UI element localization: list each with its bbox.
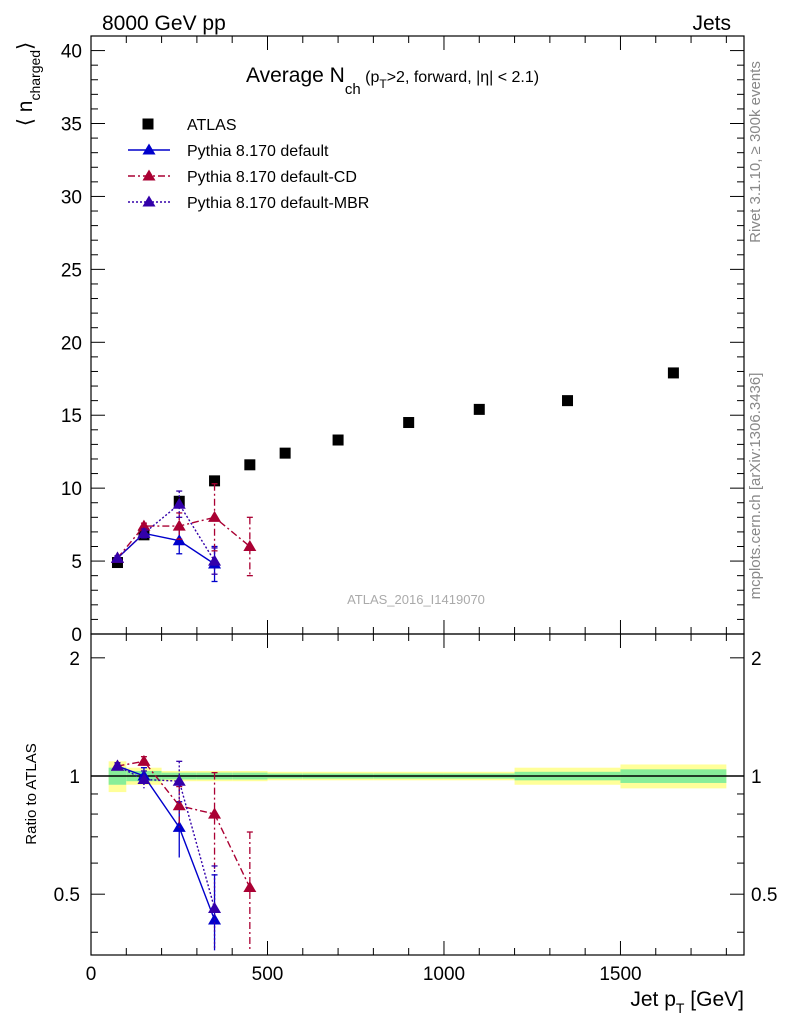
atlas-data-point [332, 434, 344, 446]
ratio-y-tick-label-right: 1 [751, 767, 762, 788]
ratio-y-tick-label: 2 [69, 649, 80, 670]
ratio-y-tick-label: 1 [69, 767, 80, 788]
x-tick-label: 1000 [423, 964, 465, 985]
atlas-data-point [473, 403, 485, 415]
y-tick-label: 35 [61, 115, 82, 136]
plot-title-rest-sub: T [379, 77, 387, 91]
legend-marker-atlas [142, 118, 154, 130]
ratio-y-tick-label-right: 0.5 [751, 885, 777, 906]
plot-title-sub: ch [345, 81, 361, 98]
analysis-watermark: ATLAS_2016_I1419070 [347, 592, 485, 607]
mcplots-reference-label: mcplots.cern.ch [arXiv:1306.3436] [747, 373, 764, 600]
series-point [172, 519, 186, 531]
rivet-version-label: Rivet 3.1.10, ≥ 300k events [747, 61, 764, 243]
header-process-label: Jets [692, 12, 731, 35]
x-tick-label: 0 [86, 964, 97, 985]
x-tick-label: 1500 [599, 964, 641, 985]
series-point [208, 510, 222, 522]
ratio-point [208, 807, 222, 819]
legend-marker [142, 169, 156, 181]
y-tick-label: 15 [61, 406, 82, 427]
y-tick-label: 25 [61, 260, 82, 281]
plot-title-main: Average N [246, 64, 345, 87]
series-point [172, 497, 186, 509]
series-line-2 [116, 516, 251, 559]
ratio-point [243, 881, 257, 893]
xlabel-sub: T [676, 1000, 685, 1016]
ratio-point [137, 754, 151, 766]
series-point [243, 539, 257, 552]
legend-label: Pythia 8.170 default-MBR [187, 195, 369, 212]
ratio-line-1 [117, 765, 216, 921]
legend-label: Pythia 8.170 default [187, 143, 329, 160]
plot-title: Average Nch (pT>2, forward, |η| < 2.1) [246, 64, 539, 98]
legend: ATLAS Pythia 8.170 default Pythia 8.170 de… [128, 117, 369, 212]
atlas-data-point [562, 395, 574, 407]
x-tick-label: 500 [252, 964, 284, 985]
series-point [137, 519, 151, 531]
ratio-frame [90, 633, 745, 956]
main-series-layer [110, 367, 679, 583]
ratio-point [172, 820, 186, 832]
ratio-point [172, 774, 186, 786]
atlas-data-point [209, 475, 221, 487]
series-point [137, 526, 151, 538]
ratio-y-tick-label-right: 2 [751, 649, 762, 670]
ylabel-main-text: ⟨ n [14, 101, 37, 127]
ylabel-main-close: ⟩ [14, 42, 37, 50]
ratio-line-3 [117, 765, 216, 909]
atlas-data-point [244, 459, 256, 471]
axes-layer: 0 500 1000 1500 0 5 10 15 20 25 30 35 40 0.5 0.5 1 1 2 2 [54, 35, 777, 985]
ratio-point [137, 772, 151, 785]
ratio-y-tick-label: 0.5 [54, 885, 80, 906]
ratio-line-2 [117, 760, 251, 888]
xlabel-unit: [GeV] [684, 988, 744, 1011]
ratio-band-layer [91, 761, 744, 793]
y-tick-label: 20 [61, 333, 82, 354]
y-tick-label: 30 [61, 187, 82, 208]
series-line-3 [116, 503, 216, 562]
ratio-plot-area [110, 754, 257, 951]
ylabel-ratio: Ratio to ATLAS [23, 743, 40, 844]
svg-text:⟨ ncharged⟩: ⟨ ncharged⟩ [14, 42, 43, 127]
y-tick-label: 0 [71, 625, 82, 646]
legend-marker [142, 195, 156, 207]
ratio-point [172, 799, 186, 811]
legend-label: Pythia 8.170 default-CD [187, 169, 357, 186]
ratio-point [208, 901, 222, 913]
ratio-point [110, 759, 124, 771]
series-point [208, 554, 222, 566]
atlas-data-point [279, 447, 291, 459]
header-energy-label: 8000 GeV pp [102, 12, 226, 35]
plot-title-rest2: >2, forward, |η| < 2.1) [387, 69, 539, 86]
y-tick-label: 40 [61, 42, 82, 63]
series-point [110, 551, 124, 563]
legend-marker [142, 143, 156, 155]
y-tick-label: 10 [61, 479, 82, 500]
atlas-data-point [667, 367, 679, 379]
plot-title-rest1: (p [361, 69, 380, 86]
xlabel-main: Jet p [630, 988, 676, 1011]
ylabel-main-sub: charged [27, 50, 43, 101]
xlabel: Jet pT [GeV] [630, 988, 744, 1016]
ylabel-main: ⟨ ncharged⟩ [14, 42, 43, 127]
series-line-1 [116, 532, 215, 565]
atlas-data-point [403, 417, 415, 429]
legend-label: ATLAS [187, 117, 237, 134]
y-tick-label: 5 [71, 552, 82, 573]
